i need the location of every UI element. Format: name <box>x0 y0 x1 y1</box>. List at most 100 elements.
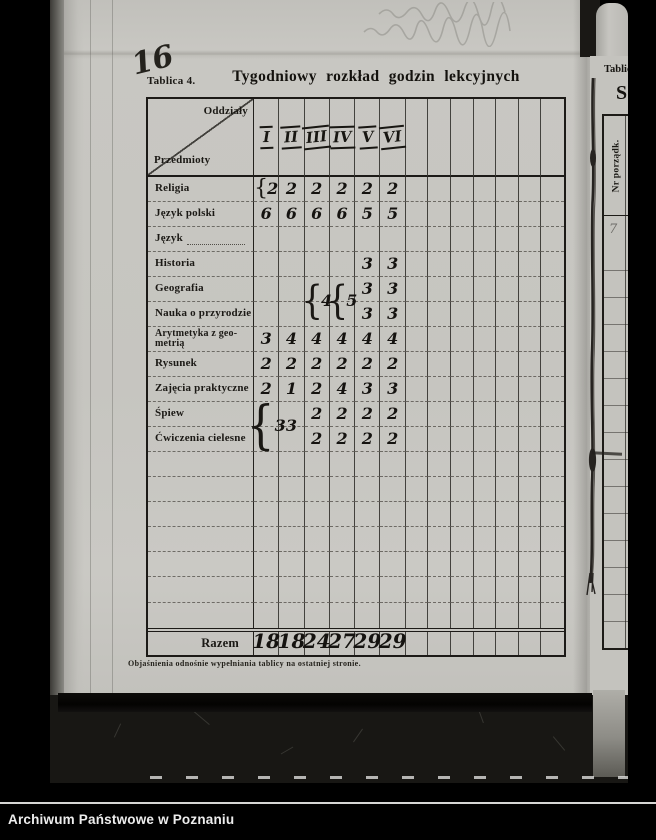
hours-cell: 2 <box>304 427 330 452</box>
empty-cell <box>496 577 519 603</box>
hours-cell <box>405 177 429 202</box>
handwritten-hours: 3 <box>274 416 286 435</box>
hours-cell: 3 <box>279 402 305 434</box>
hours-cell <box>380 227 406 252</box>
handwritten-hours: 4 <box>336 329 348 348</box>
handwritten-hours: 5 <box>387 204 399 223</box>
column-header-numeral: IV <box>329 125 355 149</box>
handwritten-hours: 3 <box>361 279 373 298</box>
hours-cell: 4 <box>355 327 381 352</box>
column-header-numeral: III <box>302 124 332 150</box>
subject-label-cell: Rysunek <box>148 352 254 377</box>
hours-cell <box>428 352 451 377</box>
column-header-cell <box>405 99 429 177</box>
hours-cell <box>473 352 497 377</box>
empty-cell <box>450 577 474 603</box>
column-header-numeral: V <box>357 125 377 149</box>
handwritten-hours: 2 <box>260 354 272 373</box>
dotted-fill-line <box>186 243 245 245</box>
hours-cell <box>518 177 542 202</box>
hours-cell: 4 <box>279 327 305 352</box>
hours-cell <box>518 202 542 227</box>
hours-cell <box>496 327 519 352</box>
hours-cell <box>279 252 305 277</box>
empty-cell <box>406 602 429 628</box>
hours-cell <box>473 202 497 227</box>
hours-cell <box>405 277 429 302</box>
hours-cell: 2 <box>355 352 381 377</box>
handwritten-hours: 4 <box>361 329 373 348</box>
hours-cell <box>496 302 519 327</box>
hours-cell: 2 <box>254 377 280 402</box>
empty-cell <box>518 577 542 603</box>
empty-cell <box>496 527 519 553</box>
empty-cell <box>254 602 280 628</box>
empty-cell <box>428 477 451 503</box>
handwritten-hours: 2 <box>361 429 373 448</box>
hours-cell: 2 <box>329 402 356 427</box>
hours-cell <box>518 402 542 427</box>
hours-cell <box>405 427 429 452</box>
corner-label-oddzialy: Oddziały <box>203 105 248 117</box>
empty-cell <box>405 577 429 603</box>
hours-cell <box>496 402 519 427</box>
empty-cell <box>405 527 429 553</box>
hours-cell <box>473 402 497 427</box>
empty-cell <box>254 527 280 553</box>
empty-cell <box>541 502 564 528</box>
next-page-handwritten-entry: 7 <box>609 222 618 237</box>
hours-cell <box>329 252 356 277</box>
empty-cell <box>355 602 381 628</box>
empty-label-cell <box>148 577 254 603</box>
column-header-numeral: II <box>280 125 303 149</box>
straddling-entry: {4 <box>301 278 333 324</box>
empty-cell <box>541 477 564 503</box>
subject-label-cell: Zajęcia praktyczne <box>148 377 254 402</box>
empty-cell <box>355 527 381 553</box>
empty-label-cell <box>148 602 254 628</box>
handwritten-hours: 3 <box>387 254 399 273</box>
next-page-column-line <box>625 116 626 648</box>
hours-cell <box>496 352 519 377</box>
hours-cell <box>405 202 429 227</box>
next-page-column-header-cell: Nr porządk. <box>604 116 628 216</box>
empty-cell <box>355 577 381 603</box>
hours-cell <box>518 252 542 277</box>
hours-cell: 3 <box>355 252 381 277</box>
handwritten-hours: 2 <box>387 179 399 198</box>
hours-cell: 2 <box>254 352 280 377</box>
subject-row: Rysunek 2 2 2 2 2 2 <box>148 352 564 377</box>
empty-cell <box>329 502 356 528</box>
empty-cell <box>279 577 305 603</box>
hours-cell <box>541 327 564 352</box>
hours-cell <box>355 227 381 252</box>
hours-cell: {3 <box>247 402 286 447</box>
hours-cell <box>428 177 451 202</box>
handwritten-hours: 2 <box>311 429 323 448</box>
hours-cell <box>473 377 497 402</box>
empty-cell <box>304 477 330 503</box>
hours-cell <box>496 277 519 302</box>
hours-cell <box>428 327 451 352</box>
subject-row: Śpiew{3 3 2 2 2 2 <box>148 402 564 447</box>
empty-cell <box>355 452 381 478</box>
bleedthrough-handwriting <box>363 2 511 47</box>
hours-cell <box>473 427 497 452</box>
totals-cell <box>451 631 474 655</box>
empty-cell <box>330 602 356 628</box>
hours-cell <box>473 327 497 352</box>
hours-cell: 2 <box>279 177 305 202</box>
empty-label-cell <box>148 527 254 553</box>
empty-cell <box>380 577 406 603</box>
corner-label-przedmioty: Przedmioty <box>154 154 211 167</box>
empty-cell <box>329 477 356 503</box>
hours-cell <box>279 427 305 452</box>
next-page-title-fragment: S <box>616 82 628 104</box>
handwritten-hours: 3 <box>260 329 272 348</box>
empty-cell <box>405 552 429 578</box>
hours-cell <box>279 227 305 252</box>
empty-cell <box>279 602 305 628</box>
totals-cell <box>519 631 542 655</box>
hours-cell <box>496 177 519 202</box>
hours-cell: 1 <box>279 377 305 402</box>
